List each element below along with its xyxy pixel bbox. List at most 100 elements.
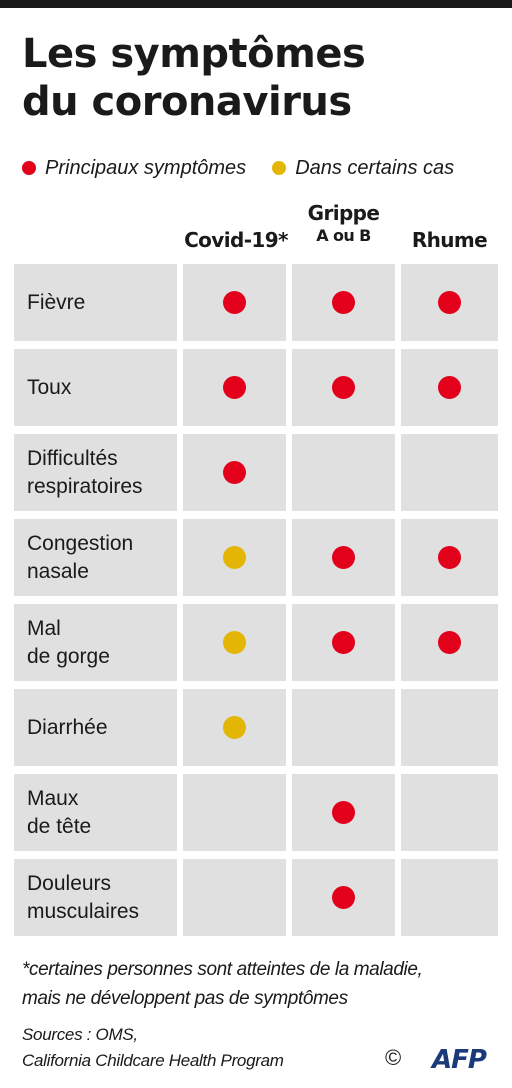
cell-covid [183,774,286,851]
symptom-label: Difficultés respiratoires [27,445,143,501]
symptom-label-line2: musculaires [27,899,140,923]
legend-item-main: Principaux symptômes [22,157,246,180]
symptom-label-cell: Mal de gorge [14,604,177,681]
svg-text:AFP: AFP [430,1045,487,1073]
cell-flu [292,774,395,851]
cell-flu [292,689,395,766]
symptom-label: Maux de tête [27,785,91,841]
symptom-label-line1: Diarrhée [27,715,108,739]
symptom-label-cell: Congestion nasale [14,519,177,596]
table-row: Fièvre [14,264,498,341]
column-header-cold: Rhume [401,228,498,252]
cell-covid [183,604,286,681]
cell-covid [183,689,286,766]
sources-line-2: California Childcare Health Program [22,1051,284,1070]
symptom-label: Douleurs musculaires [27,870,139,926]
red-dot-icon [438,631,461,654]
cell-cold [401,519,498,596]
cell-covid [183,859,286,936]
copyright-icon: © [385,1045,402,1070]
table-row: Congestion nasale [14,519,498,596]
red-dot-icon [223,461,246,484]
symptom-label: Diarrhée [27,714,108,742]
table-row: Maux de tête [14,774,498,851]
column-header-cold-label: Rhume [411,228,488,252]
red-dot-icon [332,631,355,654]
symptom-label-line2: de tête [27,814,92,838]
cell-flu [292,859,395,936]
symptom-label: Fièvre [27,289,85,317]
column-header-flu-line-1: Grippe [307,201,380,225]
symptom-label-cell: Maux de tête [14,774,177,851]
symptom-label-cell: Difficultés respiratoires [14,434,177,511]
page-title: Les symptômes du coronavirus [22,30,366,126]
table-row: Toux [14,349,498,426]
legend-item-some: Dans certains cas [272,157,454,180]
cell-cold [401,774,498,851]
legend-label-some: Dans certains cas [295,156,455,179]
legend-label-main: Principaux symptômes [45,156,247,179]
afp-logo: AFP [430,1045,488,1073]
red-dot-icon [332,886,355,909]
symptom-label-cell: Douleurs musculaires [14,859,177,936]
symptom-label-line1: Congestion [27,531,134,555]
cell-covid [183,519,286,596]
sources-line-1: Sources : OMS, [22,1025,138,1044]
symptom-label: Toux [27,374,71,402]
cell-flu [292,264,395,341]
column-header-flu: Grippe A ou B [292,201,395,245]
cell-cold [401,604,498,681]
cell-cold [401,349,498,426]
symptom-label: Congestion nasale [27,530,133,586]
title-line-1: Les symptômes [22,31,366,77]
top-bar [0,0,512,8]
cell-cold [401,434,498,511]
symptom-label-line1: Difficultés [27,446,118,470]
symptom-label-line1: Toux [27,375,72,399]
table-row: Diarrhée [14,689,498,766]
symptom-label-line1: Mal [27,616,61,640]
red-dot-icon [332,376,355,399]
cell-flu [292,434,395,511]
cell-flu [292,349,395,426]
table-row: Douleurs musculaires [14,859,498,936]
table-row: Difficultés respiratoires [14,434,498,511]
symptom-label-line1: Douleurs [27,871,112,895]
symptom-label: Mal de gorge [27,615,110,671]
symptom-label-cell: Toux [14,349,177,426]
red-dot-icon [332,546,355,569]
footnote: *certaines personnes sont atteintes de l… [22,955,423,1013]
yellow-dot-icon [223,546,246,569]
cell-covid [183,264,286,341]
legend: Principaux symptômes Dans certains cas [22,155,480,181]
cell-cold [401,859,498,936]
red-dot-icon [438,291,461,314]
red-dot-icon [223,376,246,399]
cell-cold [401,689,498,766]
symptom-label-line1: Maux [27,786,79,810]
cell-flu [292,604,395,681]
red-dot-icon [22,161,36,175]
yellow-dot-icon [223,716,246,739]
symptom-label-line2: respiratoires [27,474,143,498]
credit: © AFP [385,1043,509,1073]
footnote-line-2: mais ne développent pas de symptômes [22,988,348,1009]
symptom-label-cell: Fièvre [14,264,177,341]
cell-covid [183,434,286,511]
table-row: Mal de gorge [14,604,498,681]
symptom-label-cell: Diarrhée [14,689,177,766]
column-header-covid-label: Covid-19* [184,228,288,252]
red-dot-icon [332,291,355,314]
cell-cold [401,264,498,341]
footnote-line-1: *certaines personnes sont atteintes de l… [22,959,423,980]
column-header-covid: Covid-19* [183,228,289,252]
red-dot-icon [438,546,461,569]
symptom-label-line1: Fièvre [27,290,86,314]
yellow-dot-icon [223,631,246,654]
title-line-2: du coronavirus [22,79,352,125]
symptom-label-line2: nasale [27,559,89,583]
red-dot-icon [438,376,461,399]
cell-covid [183,349,286,426]
symptom-label-line2: de gorge [27,644,110,668]
red-dot-icon [332,801,355,824]
